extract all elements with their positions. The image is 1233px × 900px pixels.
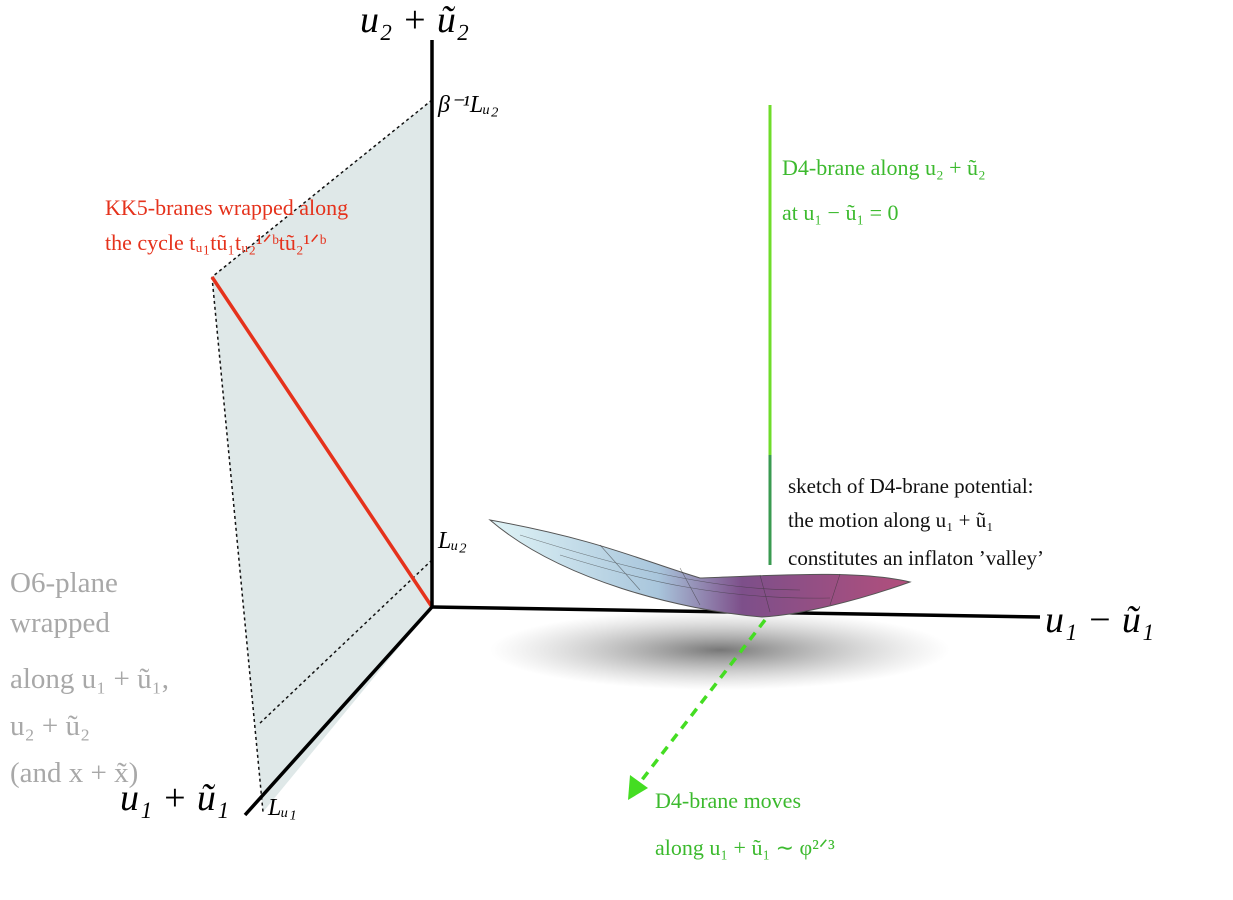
o6-label: (and x + x̃)	[10, 757, 138, 789]
axis-label: u₁ + ũ₁	[120, 777, 229, 819]
o6-plane	[212, 100, 432, 812]
potential-surface	[488, 519, 912, 618]
potential-shadow	[490, 610, 950, 690]
potential-label: the motion along u₁ + ũ₁	[788, 508, 994, 532]
d4-label: at u₁ − ũ₁ = 0	[782, 200, 899, 225]
o6-label: u₂ + ũ₂	[10, 710, 90, 742]
kk5-label: KK5-branes wrapped along	[105, 195, 348, 220]
kk5-label: the cycle tᵤ₁tũ₁tᵤ₂¹ᐟᵇtũ₂¹ᐟᵇ	[105, 230, 326, 255]
d4-label: D4-brane along u₂ + ũ₂	[782, 155, 986, 180]
kk5-line	[210, 276, 434, 608]
arrow-head	[628, 775, 648, 800]
potential-label: constitutes an inflaton ’valley’	[788, 546, 1044, 570]
axis-mark: β⁻¹Lᵤ₂	[437, 92, 499, 118]
motion-arrow	[636, 618, 767, 787]
o6-label: O6-plane	[10, 567, 118, 599]
surface-mesh	[519, 534, 841, 613]
o6-label: wrapped	[10, 607, 110, 639]
potential-label: sketch of D4-brane potential:	[788, 474, 1034, 498]
moves-label: D4-brane moves	[655, 788, 801, 813]
axis-label: u₂ + ũ₂	[360, 0, 469, 41]
plane-edges	[211, 99, 433, 813]
moves-label: along u₁ + ũ₁ ∼ φ²ᐟ³	[655, 835, 835, 860]
axis-mark: Lᵤ₂	[437, 528, 467, 554]
o6-label: along u₁ + ũ₁,	[10, 663, 169, 695]
axis-mark: Lᵤ₁	[267, 795, 297, 821]
axis-label: u₁ − ũ₁	[1045, 599, 1154, 641]
